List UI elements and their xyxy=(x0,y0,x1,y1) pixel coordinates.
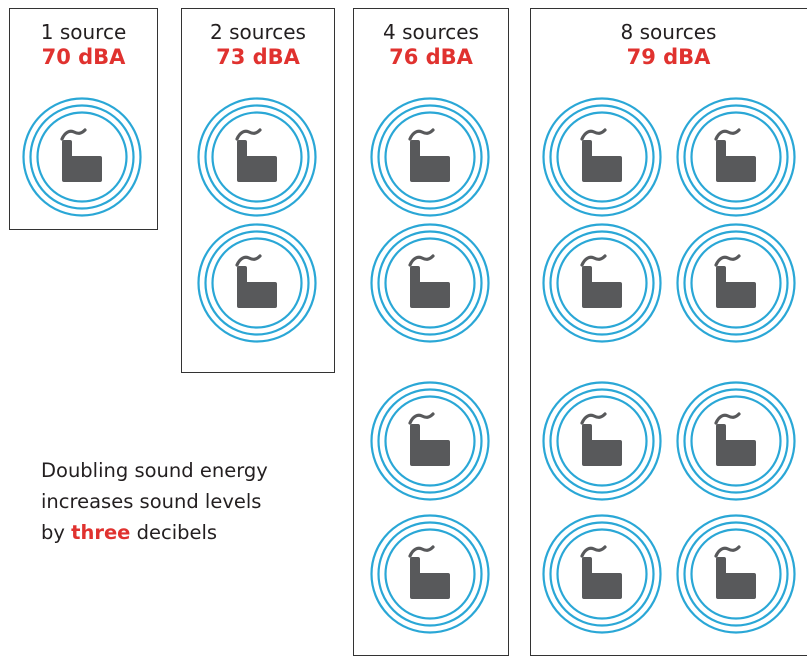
caption-prefix: by xyxy=(41,521,65,544)
caption: Doubling sound energy increases sound le… xyxy=(41,455,268,548)
panel-2-sources: 2 sources 73 dBA xyxy=(181,8,335,373)
factory-icon xyxy=(18,93,146,221)
factory-icon xyxy=(366,219,494,347)
caption-suffix: decibels xyxy=(136,521,218,544)
source-count-label: 2 sources xyxy=(210,20,306,44)
sound-level-label: 73 dBA xyxy=(216,45,300,69)
factory-icon xyxy=(193,93,321,221)
factory-icon xyxy=(193,219,321,347)
panel-4-sources: 4 sources 76 dBA xyxy=(353,8,509,656)
factory-icon xyxy=(672,93,800,221)
factory-icon xyxy=(672,510,800,638)
factory-icon xyxy=(538,93,666,221)
factory-icon xyxy=(538,377,666,505)
factory-icon xyxy=(538,510,666,638)
factory-icon xyxy=(672,219,800,347)
factory-icon xyxy=(672,377,800,505)
factory-icon xyxy=(538,219,666,347)
sound-level-label: 79 dBA xyxy=(626,45,711,69)
source-count-label: 8 sources xyxy=(620,20,717,44)
caption-line-3: by three decibels xyxy=(41,517,268,548)
source-count-label: 1 source xyxy=(40,20,127,44)
caption-emphasis: three xyxy=(71,521,131,544)
sound-level-label: 76 dBA xyxy=(389,45,473,69)
caption-line-2: increases sound levels xyxy=(41,490,262,513)
factory-icon xyxy=(366,510,494,638)
factory-icon xyxy=(366,377,494,505)
source-count-label: 4 sources xyxy=(383,20,479,44)
factory-icon xyxy=(366,93,494,221)
panel-1-source: 1 source 70 dBA xyxy=(9,8,158,230)
panel-8-sources: 8 sources 79 dBA xyxy=(530,8,807,656)
sound-level-label: 70 dBA xyxy=(41,45,126,69)
caption-line-1: Doubling sound energy xyxy=(41,459,268,482)
